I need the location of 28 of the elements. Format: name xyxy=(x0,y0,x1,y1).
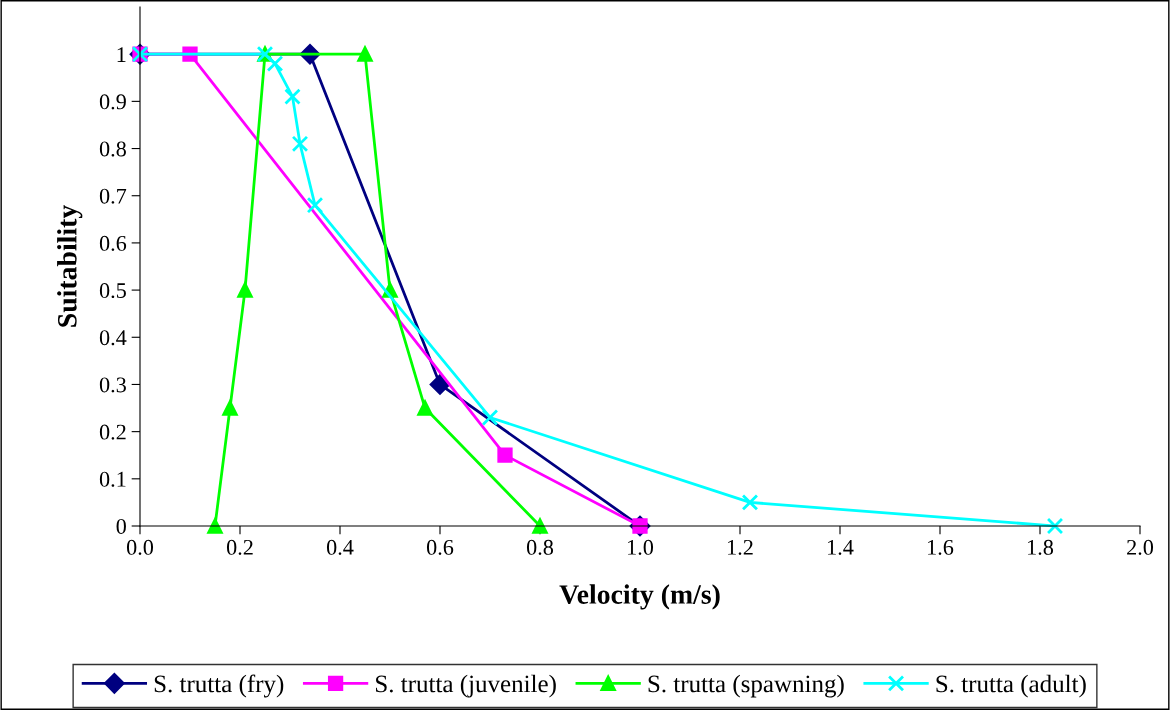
x-tick-label: 0.6 xyxy=(426,539,454,555)
x-tick-label: 0.2 xyxy=(226,539,253,555)
x-axis-title: Velocity (m/s) xyxy=(559,584,720,610)
x-tick-label: 0.0 xyxy=(126,539,154,555)
x-tick-label: 1.8 xyxy=(1028,539,1054,555)
y-tick-label: 0.1 xyxy=(99,471,126,487)
legend-label: S. trutta (fry) xyxy=(154,674,284,698)
y-axis-title: Suitability xyxy=(57,205,83,327)
y-tick-label: 0 xyxy=(116,518,126,534)
y-tick-label: 0.5 xyxy=(99,283,126,299)
y-tick-label: 0.7 xyxy=(99,188,127,204)
legend-label: S. trutta (spawning) xyxy=(648,674,844,698)
y-tick-label: 1 xyxy=(117,47,126,62)
y-tick-label: 0.8 xyxy=(99,141,126,157)
x-tick-label: 0.8 xyxy=(526,539,554,555)
x-tick-label: 1.4 xyxy=(828,539,854,555)
y-tick-label: 0.4 xyxy=(99,330,127,346)
x-tick-label: 1.0 xyxy=(628,539,654,555)
y-tick-label: 0.9 xyxy=(99,94,126,110)
x-tick-label: 2.0 xyxy=(1127,539,1154,555)
x-tick-label: 1.6 xyxy=(928,539,954,555)
x-tick-label: 1.2 xyxy=(728,539,753,555)
y-tick-label: 0.6 xyxy=(99,235,127,251)
x-tick-label: 0.4 xyxy=(326,539,354,555)
legend-label: S. trutta (juvenile) xyxy=(376,674,556,698)
y-tick-label: 0.2 xyxy=(99,424,126,440)
legend-label: S. trutta (adult) xyxy=(936,674,1086,698)
y-tick-label: 0.3 xyxy=(99,377,126,393)
